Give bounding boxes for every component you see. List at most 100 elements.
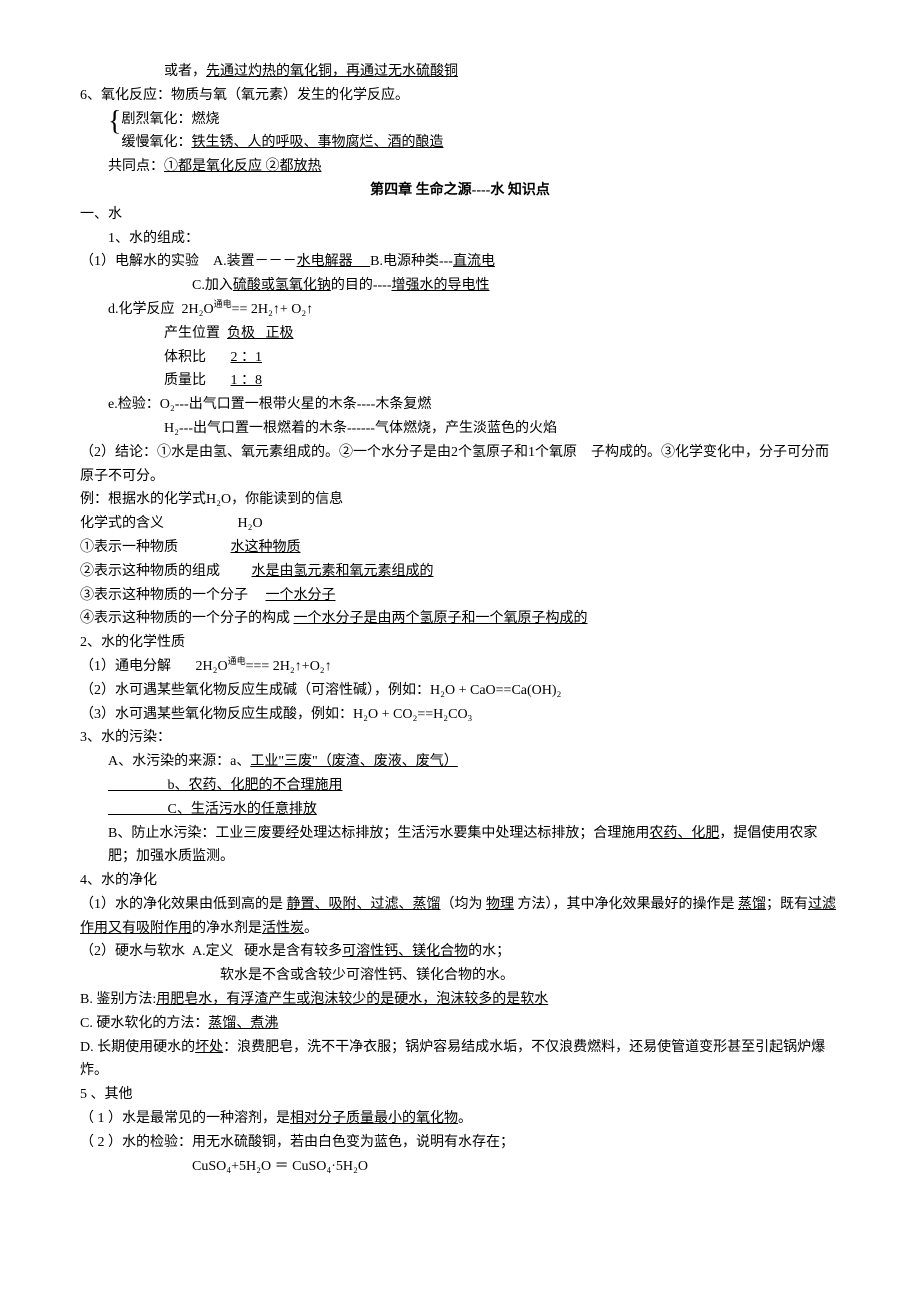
text: （1）电解水的实验 A.装置－－－ xyxy=(80,254,297,269)
line-mass: 质量比 1 ：8 xyxy=(80,369,840,393)
underline-text: 水这种物质 xyxy=(231,540,301,555)
line-experiment: （1）电解水的实验 A.装置－－－水电解器 B.电源种类---直流电 xyxy=(80,250,840,274)
underline-text: ①都是氧化反应 ②都放热 xyxy=(164,159,322,174)
line-equation: CuSO₄+5H₂O ＝ CuSO₄·5H₂O xyxy=(80,1155,840,1179)
line-c-soften: C. 硬水软化的方法：蒸馏、煮沸 xyxy=(80,1012,840,1036)
line-example: 例：根据水的化学式H₂O，你能读到的信息 xyxy=(80,488,840,512)
underline-text: 铁生锈、人的呼吸、事物腐烂、酒的酿造 xyxy=(191,135,443,150)
line-conclusion: （2）结论：①水是由氢、氧元素组成的。②一个水分子是由2个氢原子和1个氧原 子构… xyxy=(80,441,840,489)
text: ④表示这种物质的一个分子的构成 xyxy=(80,611,294,626)
text: 。 xyxy=(304,921,318,936)
text: B.电源种类--- xyxy=(370,254,453,269)
text: 的净水剂是 xyxy=(192,921,262,936)
line-pollution-b: b、农药、化肥的不合理施用 xyxy=(80,774,840,798)
heading-4: 4、水的净化 xyxy=(80,869,840,893)
heading-2: 2、水的化学性质 xyxy=(80,631,840,655)
text: B、防止水污染：工业三废要经处理达标排放；生活污水要集中处理达标排放；合理施用 xyxy=(108,826,649,841)
text: 或者， xyxy=(164,64,206,79)
line-oxidation-2: 缓慢氧化：铁生锈、人的呼吸、事物腐烂、酒的酿造 xyxy=(121,131,443,155)
line-pollution-a: A、水污染的来源：a、工业"三废"（废渣、废液、废气） xyxy=(80,750,840,774)
line-reaction-d: d.化学反应 2H₂O通电== 2H₂↑+ O₂↑ xyxy=(80,298,840,322)
underline-text: b、农药、化肥的不合理施用 xyxy=(168,778,343,793)
text: 。 xyxy=(458,1111,472,1126)
underline-lead xyxy=(108,778,168,793)
line-decompose: （1）通电分解 2H₂O通电=== 2H₂↑+O₂↑ xyxy=(80,655,840,679)
underline-text: 2 ：1 xyxy=(231,350,263,365)
line-volume: 体积比 2 ：1 xyxy=(80,346,840,370)
text: （均为 xyxy=(441,897,487,912)
underline-text: 先通过灼热的氧化铜，再通过无水硫酸铜 xyxy=(206,64,458,79)
text: ②表示这种物质的组成 xyxy=(80,564,252,579)
text: A、水污染的来源：a、 xyxy=(108,754,250,769)
text: 的目的---- xyxy=(331,278,392,293)
line-pollution-c: C、生活污水的任意排放 xyxy=(80,798,840,822)
underline-text: 可溶性钙、镁化合物 xyxy=(342,944,468,959)
underline-text: 水是由氢元素和氧元素组成的 xyxy=(252,564,434,579)
underline-text: 农药、化肥 xyxy=(649,826,719,841)
line-b-identify: B. 鉴别方法:用肥皂水，有浮渣产生或泡沫较少的是硬水，泡沫较多的是软水 xyxy=(80,988,840,1012)
line-m2: ②表示这种物质的组成 水是由氢元素和氧元素组成的 xyxy=(80,560,840,584)
text: == 2H₂↑+ O₂↑ xyxy=(232,302,314,317)
line-position: 产生位置 负极 正极 xyxy=(80,322,840,346)
text: C. 硬水软化的方法： xyxy=(80,1016,208,1031)
underline-text: 静置、吸附、过滤、蒸馏 xyxy=(287,897,441,912)
text: （1）水的净化效果由低到高的是 xyxy=(80,897,287,912)
heading-1: 一、水 xyxy=(80,203,840,227)
text: 产生位置 xyxy=(164,326,227,341)
text: C.加入 xyxy=(192,278,233,293)
underline-text: 负极 正极 xyxy=(227,326,294,341)
text: === 2H₂↑+O₂↑ xyxy=(246,659,332,674)
line-common: 共同点：①都是氧化反应 ②都放热 xyxy=(80,155,840,179)
line-d-harm: D. 长期使用硬水的坏处：浪费肥皂，洗不干净衣服；锅炉容易结成水垢，不仅浪费燃料… xyxy=(80,1036,840,1084)
underline-text: 活性炭 xyxy=(262,921,304,936)
text: ③表示这种物质的一个分子 xyxy=(80,588,266,603)
line-r3: （3）水可遇某些氧化物反应生成酸，例如：H₂O + CO₂==H₂CO₃ xyxy=(80,703,840,727)
text: （1）通电分解 2H₂O xyxy=(80,659,228,674)
line-purify-1: （1）水的净化效果由低到高的是 静置、吸附、过滤、蒸馏（均为 物理 方法），其中… xyxy=(80,893,840,941)
line-other-2: （ 2 ）水的检验：用无水硫酸铜，若由白色变为蓝色，说明有水存在； xyxy=(80,1131,840,1155)
line-other-1: （ 1 ）水是最常见的一种溶剂，是相对分子质量最小的氧化物。 xyxy=(80,1107,840,1131)
line-oxidation-1: 剧烈氧化：燃烧 xyxy=(121,108,443,132)
text: 质量比 xyxy=(164,373,231,388)
text: ；既有 xyxy=(766,897,808,912)
line-composition: 1、水的组成： xyxy=(80,227,840,251)
underline-text: 硫酸或氢氧化钠 xyxy=(233,278,331,293)
chapter-title: 第四章 生命之源----水 知识点 xyxy=(80,179,840,203)
underline-text: 一个水分子是由两个氢原子和一个氧原子构成的 xyxy=(294,611,588,626)
line-h2: H₂---出气口置一根燃着的木条------气体燃烧，产生淡蓝色的火焰 xyxy=(80,417,840,441)
underline-lead xyxy=(108,802,168,817)
underline-text: 一个水分子 xyxy=(266,588,336,603)
underline-text: 工业"三废"（废渣、废液、废气） xyxy=(250,754,457,769)
line-6: 6、氧化反应：物质与氧（氧元素）发生的化学反应。 xyxy=(80,84,840,108)
underline-text: 蒸馏 xyxy=(738,897,766,912)
underline-text: 直流电 xyxy=(453,254,495,269)
text-superscript: 通电 xyxy=(214,299,232,309)
text: （2）硬水与软水 A.定义 硬水是含有较多 xyxy=(80,944,342,959)
underline-text: C、生活污水的任意排放 xyxy=(168,802,317,817)
underline-text: 坏处 xyxy=(195,1040,223,1055)
line-formula-meaning: 化学式的含义 H₂O xyxy=(80,512,840,536)
line-m4: ④表示这种物质的一个分子的构成 一个水分子是由两个氢原子和一个氧原子构成的 xyxy=(80,607,840,631)
text: 缓慢氧化： xyxy=(121,135,191,150)
line-hardwater: （2）硬水与软水 A.定义 硬水是含有较多可溶性钙、镁化合物的水； xyxy=(80,940,840,964)
underline-text: 用肥皂水，有浮渣产生或泡沫较少的是硬水，泡沫较多的是软水 xyxy=(156,992,548,1007)
line-m3: ③表示这种物质的一个分子 一个水分子 xyxy=(80,584,840,608)
text: 方法），其中净化效果最好的操作是 xyxy=(514,897,738,912)
line-prevent: B、防止水污染：工业三废要经处理达标排放；生活污水要集中处理达标排放；合理施用农… xyxy=(80,822,840,870)
underline-text: 蒸馏、煮沸 xyxy=(208,1016,278,1031)
underline-text: 水电解器 xyxy=(297,254,371,269)
line-r2: （2）水可遇某些氧化物反应生成碱（可溶性碱），例如：H₂O + CaO==Ca(… xyxy=(80,679,840,703)
heading-5: 5 、其他 xyxy=(80,1083,840,1107)
text: B. 鉴别方法: xyxy=(80,992,156,1007)
text: 体积比 xyxy=(164,350,231,365)
text: （ 1 ）水是最常见的一种溶剂，是 xyxy=(80,1111,290,1126)
line-m1: ①表示一种物质 水这种物质 xyxy=(80,536,840,560)
heading-3: 3、水的污染： xyxy=(80,726,840,750)
text-superscript: 通电 xyxy=(228,656,246,666)
text: ①表示一种物质 xyxy=(80,540,231,555)
line-c: C.加入硫酸或氢氧化钠的目的----增强水的导电性 xyxy=(80,274,840,298)
line-check-e: e.检验：O₂---出气口置一根带火星的木条----木条复燃 xyxy=(80,393,840,417)
line-softwater: 软水是不含或含较少可溶性钙、镁化合物的水。 xyxy=(80,964,840,988)
underline-text: 物理 xyxy=(486,897,514,912)
text: 共同点： xyxy=(108,159,164,174)
